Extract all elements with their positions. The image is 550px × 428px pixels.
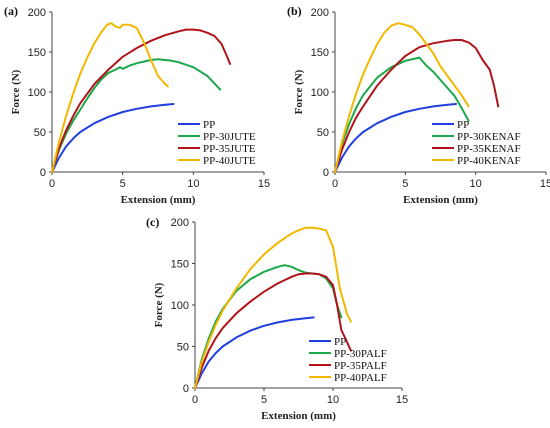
legend-entry: PP [203,119,215,131]
series-line-pp-35palf [194,272,352,389]
x-tick-label: 15 [396,394,408,406]
x-tick-label: 10 [470,178,482,190]
legend-entry: PP-40JUTE [203,155,256,167]
series-line-pp-30jute [51,58,222,173]
y-tick-label: 50 [177,342,189,354]
panel-label: (a) [4,4,18,18]
x-axis-label: Extension (mm) [121,194,196,206]
legend-entry: PP [334,336,346,348]
panel-label: (b) [287,4,302,18]
chart-panel-2: (b) 0 50 100 150 200 0 5 10 15 Extension (mm) Force… [287,4,550,206]
legend-entry: PP-35KENAF [457,143,521,155]
chart-panel-1: (a) 0 50 100 150 200 0 5 10 15 Extension (mm) Force… [4,4,270,206]
x-axis-label: Extension (mm) [403,194,478,206]
x-tick-label: 15 [258,178,270,190]
y-tick-label: 100 [171,300,189,312]
legend-entry: PP-35JUTE [203,143,256,155]
y-tick-label: 200 [311,7,329,19]
y-tick-label: 100 [311,87,329,99]
y-axis-label: Force (N) [293,69,305,114]
x-tick-label: 5 [261,394,267,406]
y-tick-label: 200 [171,217,189,229]
y-tick-label: 150 [171,259,189,271]
x-tick-label: 10 [187,178,199,190]
y-tick-label: 0 [183,383,189,395]
y-tick-label: 200 [28,7,46,19]
panel-label: (c) [146,215,159,229]
y-tick-label: 50 [34,127,46,139]
chart-panel-3: (c) 0 50 100 150 200 0 5 10 15 Extension (mm) Force… [146,215,408,422]
x-tick-label: 0 [192,394,198,406]
legend-entry: PP-40PALF [334,372,387,384]
y-tick-label: 0 [40,167,46,179]
y-axis-label: Force (N) [10,69,22,114]
series-line-pp-40jute [51,22,169,173]
series-line-pp [51,103,175,173]
series-line-pp-35kenaf [334,39,500,173]
x-tick-label: 0 [49,178,55,190]
series-line-pp-40palf [194,226,352,389]
series-line-pp [334,103,457,173]
legend-entry: PP [457,119,469,131]
legend-entry: PP-40KENAF [457,155,521,167]
series-line-pp [194,316,315,389]
series-line-pp-40kenaf [334,22,470,173]
y-tick-label: 150 [311,47,329,59]
legend-entry: PP-35PALF [334,360,387,372]
x-tick-label: 5 [120,178,126,190]
legend-entry: PP-30KENAF [457,131,521,143]
legend-entry: PP-30PALF [334,348,387,360]
y-axis-label: Force (N) [153,282,165,327]
series-line-pp-30kenaf [334,56,470,173]
x-tick-label: 5 [402,178,408,190]
y-tick-label: 0 [323,167,329,179]
series-line-pp-30palf [194,264,343,389]
x-axis-label: Extension (mm) [261,410,336,422]
x-tick-label: 15 [540,178,550,190]
y-tick-label: 100 [28,87,46,99]
y-tick-label: 150 [28,47,46,59]
legend-entry: PP-30JUTE [203,131,256,143]
x-tick-label: 10 [327,394,339,406]
x-tick-label: 0 [332,178,338,190]
series-line-pp-35jute [51,28,232,173]
y-tick-label: 50 [317,127,329,139]
